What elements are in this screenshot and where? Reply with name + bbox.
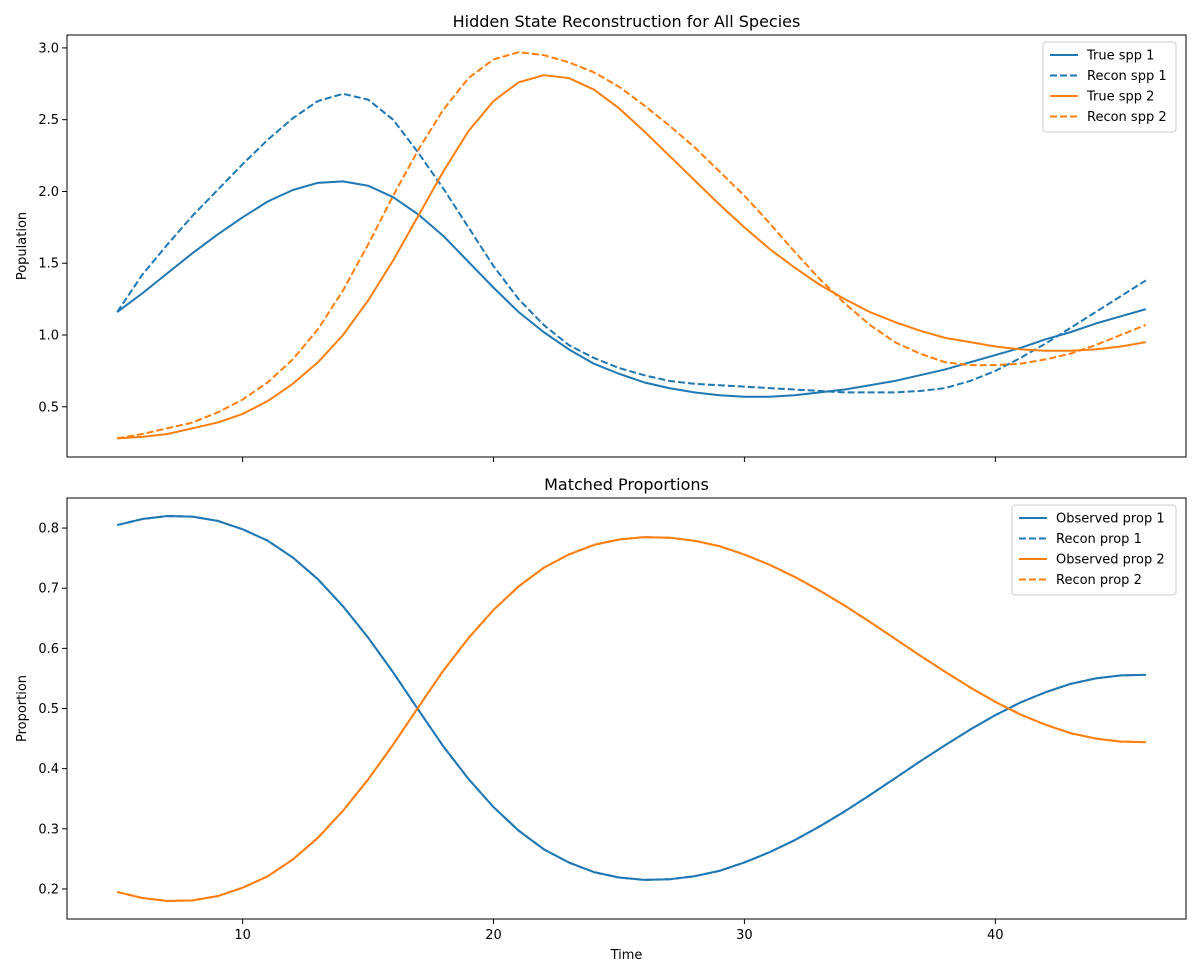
x-tick-label: 10 xyxy=(234,928,251,943)
axes-frame xyxy=(66,34,1187,458)
x-tick-label: 40 xyxy=(987,928,1004,943)
legend-box xyxy=(1011,504,1177,596)
series-line-true-spp-2 xyxy=(117,74,1147,440)
x-axis-label: Time xyxy=(610,948,643,963)
y-tick-label: 0.4 xyxy=(38,762,59,777)
x-tick-label: 30 xyxy=(736,928,753,943)
y-tick-label: 0.3 xyxy=(38,822,59,837)
series-line-recon-spp-1 xyxy=(116,92,1147,394)
y-axis-label: Proportion xyxy=(15,675,30,742)
y-tick-label: 2.5 xyxy=(38,113,59,128)
legend-box xyxy=(1042,41,1177,133)
chart-title: Matched Proportions xyxy=(544,475,709,494)
y-axis-label: Population xyxy=(15,212,30,280)
legend-entry: Recon prop 1 xyxy=(1056,532,1142,547)
y-tick-label: 3.0 xyxy=(38,41,59,56)
y-tick-label: 0.6 xyxy=(38,642,59,657)
legend: True spp 1 Recon spp 1 True spp 2 Recon spp… xyxy=(1042,41,1177,133)
series-line-observed-prop-2 xyxy=(116,536,1146,902)
series-line-recon-prop-2 xyxy=(116,536,1146,902)
legend-entry: Recon prop 2 xyxy=(1056,573,1142,588)
legend-entry: Observed prop 1 xyxy=(1056,512,1165,527)
legend-entry: True spp 1 xyxy=(1086,49,1154,64)
legend-entry: Observed prop 2 xyxy=(1056,553,1165,568)
series-line-true-spp-1 xyxy=(116,180,1147,398)
series-line-recon-prop-1 xyxy=(116,515,1146,881)
series-line-observed-prop-1 xyxy=(116,515,1146,881)
y-tick-label: 0.8 xyxy=(38,522,59,537)
series-group xyxy=(116,515,1146,902)
legend-entry: Recon spp 1 xyxy=(1087,69,1167,84)
legend-entry: True spp 2 xyxy=(1086,90,1154,105)
y-tick-label: 0.7 xyxy=(38,582,59,597)
y-tick-label: 0.2 xyxy=(38,882,59,897)
chart-1: Hidden State Reconstruction for All Spec… xyxy=(15,12,1187,462)
legend: Observed prop 1 Recon prop 1 Observed prop… xyxy=(1011,504,1177,596)
y-tick-label: 0.5 xyxy=(38,400,59,415)
x-tick-label: 20 xyxy=(485,928,502,943)
series-group xyxy=(116,51,1147,440)
series-line-recon-spp-2 xyxy=(117,51,1147,440)
legend-entry: Recon spp 2 xyxy=(1087,110,1167,125)
y-tick-label: 0.5 xyxy=(38,702,59,717)
y-tick-label: 1.0 xyxy=(38,328,59,343)
chart-title: Hidden State Reconstruction for All Spec… xyxy=(453,12,801,31)
chart-2: Matched Proportions 10 20 30 40 0.2 0.3 0.4 0.5 0… xyxy=(15,475,1187,963)
y-tick-label: 1.5 xyxy=(38,257,59,272)
y-tick-label: 2.0 xyxy=(38,185,59,200)
